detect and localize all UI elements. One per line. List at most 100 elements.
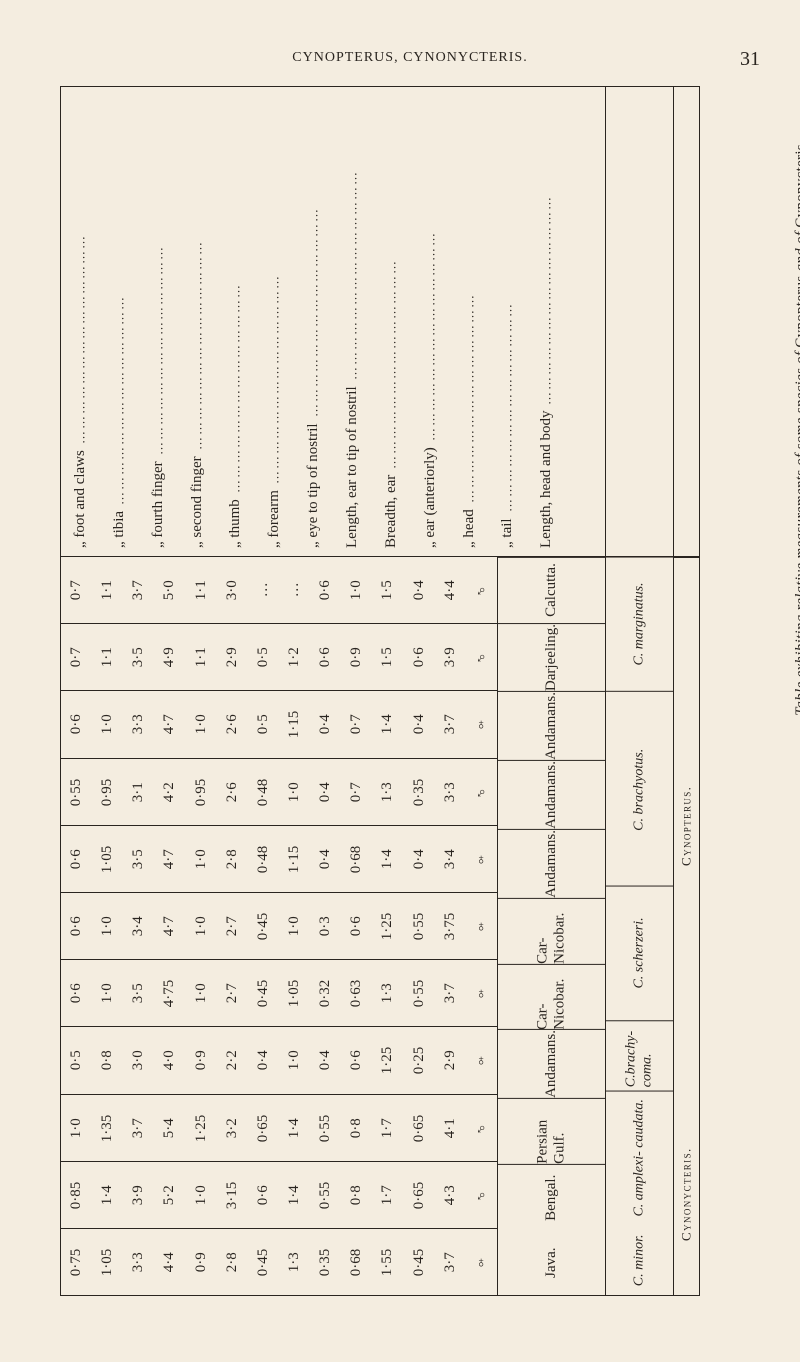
data-cell: 4·75 (154, 960, 185, 1026)
data-cell: 1·5 (372, 624, 403, 690)
locality-cell: Andamans. (498, 760, 605, 829)
data-cell: 0·95 (186, 759, 217, 825)
data-cell: 0·4 (404, 691, 435, 757)
data-cell: 2·7 (217, 893, 248, 959)
data-cell: 1·4 (372, 826, 403, 892)
data-cell: 1·25 (372, 1027, 403, 1093)
data-cell: 3·3 (435, 759, 466, 825)
table-row: 0·550·953·14·20·952·60·481·00·40·71·30·3… (61, 759, 497, 826)
table-row: 0·751·053·34·40·92·80·451·30·350·681·550… (61, 1229, 497, 1295)
data-cell: 0·32 (310, 960, 341, 1026)
locality-cell: Bengal. (498, 1164, 605, 1230)
data-cell: 1·1 (92, 624, 123, 690)
data-cell: 3·7 (123, 1095, 154, 1161)
locality-cell: Persian Gulf. (498, 1098, 605, 1164)
data-cell: 0·6 (248, 1162, 279, 1228)
data-cell: 0·4 (248, 1027, 279, 1093)
data-cell: 1·0 (341, 557, 372, 623)
sex-header-blank (566, 87, 605, 556)
data-cell: 4·0 (154, 1027, 185, 1093)
data-cell: 4·7 (154, 893, 185, 959)
data-cell: 2·9 (435, 1027, 466, 1093)
sex-cell: ♀ (466, 1027, 497, 1093)
data-cell: 3·9 (123, 1162, 154, 1228)
data-cell: 0·65 (248, 1095, 279, 1161)
data-cell: 1·25 (372, 893, 403, 959)
data-cell: 3·4 (123, 893, 154, 959)
data-cell: 3·7 (123, 557, 154, 623)
row-header-label: „ foot and claws (72, 450, 89, 548)
data-cell: 1·0 (92, 893, 123, 959)
data-cell: 3·0 (217, 557, 248, 623)
species-cell: C. scherzeri. (606, 886, 673, 1020)
data-cell: 3·7 (435, 1229, 466, 1295)
sex-cell: ♀ (466, 826, 497, 892)
data-cell: 1·4 (279, 1162, 310, 1228)
data-cell: … (279, 557, 310, 623)
row-headers: „ foot and claws …………………………………… „ tibia ………… (61, 87, 605, 557)
data-cell: 0·6 (404, 624, 435, 690)
locality-cell: Darjeeling. (498, 623, 605, 691)
data-cell: 1·05 (279, 960, 310, 1026)
locality-column: Calcutta.Darjeeling.Andamans.Andamans.An… (497, 557, 605, 1295)
data-cell: 0·35 (404, 759, 435, 825)
data-cell: 4·1 (435, 1095, 466, 1161)
row-header: „ tail…………………………………… (488, 87, 527, 556)
row-header-label: „ head (461, 509, 478, 548)
data-cell: 3·4 (435, 826, 466, 892)
data-cell: 1·3 (372, 960, 403, 1026)
row-header-label: „ thumb (227, 499, 244, 548)
data-cell: 0·55 (310, 1095, 341, 1161)
leader-dots: …………………………………… (422, 95, 438, 441)
species-cell: C. marginatus. (606, 557, 673, 691)
data-cell: 0·7 (341, 759, 372, 825)
row-header-label: „ fourth finger (150, 461, 167, 548)
data-cell: 4·7 (154, 826, 185, 892)
data-cell: 4·3 (435, 1162, 466, 1228)
data-cell: 0·55 (61, 759, 92, 825)
data-cell: 1·0 (186, 960, 217, 1026)
row-header: „ forearm…………………………………… (255, 87, 294, 556)
species-cell: C. brachyotus. (606, 691, 673, 887)
data-cell: 0·48 (248, 759, 279, 825)
locality-cell: Car-Nicobar. (498, 898, 605, 964)
data-cell: 0·45 (404, 1229, 435, 1295)
species-panel: C. marginatus.C. brachyotus.C. scherzeri… (605, 87, 673, 1295)
data-cell: 0·75 (61, 1229, 92, 1295)
data-cell: 3·2 (217, 1095, 248, 1161)
row-header-label: „ tibia (111, 511, 128, 548)
row-header: Length, head and body…………………………………… (527, 87, 566, 556)
data-cell: 0·6 (310, 557, 341, 623)
data-cell: 0·4 (310, 759, 341, 825)
table-row: 0·851·43·95·21·03·150·61·40·550·81·70·65… (61, 1162, 497, 1229)
data-cell: 4·4 (435, 557, 466, 623)
data-cell: 1·0 (186, 826, 217, 892)
leader-dots: …………………………………… (72, 95, 88, 444)
data-cell: 5·0 (154, 557, 185, 623)
data-cell: 1·0 (186, 893, 217, 959)
locality-cell: Andamans. (498, 829, 605, 898)
data-cell: 1·05 (92, 1229, 123, 1295)
data-cell: 0·9 (341, 624, 372, 690)
table-row: 0·61·053·54·71·02·80·481·150·40·681·40·4… (61, 826, 497, 893)
page-number: 31 (740, 48, 760, 71)
row-header: „ second finger…………………………………… (178, 87, 217, 556)
leader-dots: …………………………………… (228, 95, 244, 493)
data-cell: 1·0 (186, 691, 217, 757)
species-cell: C. minor. (606, 1225, 673, 1295)
data-cell: 3·5 (123, 826, 154, 892)
data-cell: 0·9 (186, 1229, 217, 1295)
data-cell: 1·0 (61, 1095, 92, 1161)
sex-cell: ♂ (466, 624, 497, 690)
locality-cell: Andamans. (498, 1029, 605, 1098)
data-cell: 0·6 (341, 1027, 372, 1093)
data-cell: 0·4 (404, 557, 435, 623)
data-cell: 0·45 (248, 893, 279, 959)
locality-cell: Java. (498, 1230, 605, 1295)
data-cell: 1·35 (92, 1095, 123, 1161)
data-cell: 1·0 (92, 960, 123, 1026)
data-cell: 0·4 (310, 1027, 341, 1093)
row-header: „ ear (anteriorly)…………………………………… (411, 87, 450, 556)
data-cell: 0·6 (61, 960, 92, 1026)
row-header: „ fourth finger…………………………………… (139, 87, 178, 556)
